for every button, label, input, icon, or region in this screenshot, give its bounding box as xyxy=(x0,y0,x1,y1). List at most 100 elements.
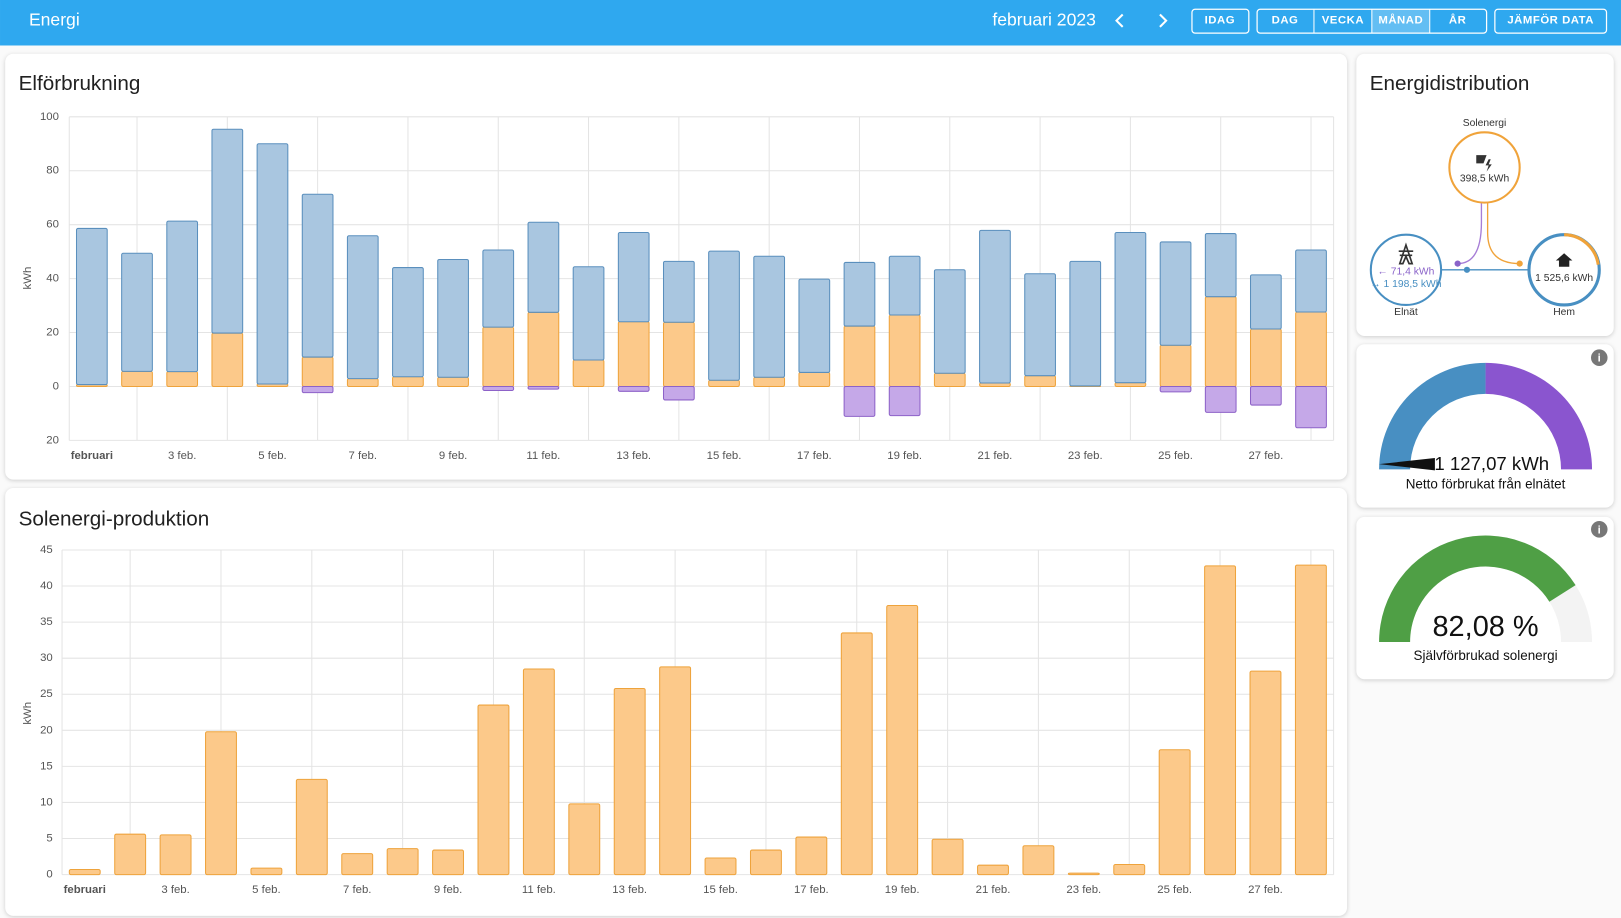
bar-segment xyxy=(386,848,419,876)
x-tick-label: 5 feb. xyxy=(252,884,280,896)
y-tick-label: 45 xyxy=(40,544,53,556)
bar-segment xyxy=(840,632,873,876)
button-label[interactable]: VECKA xyxy=(1322,15,1364,27)
chart: 0 5 10 15 20 25 30 35 40 45 februari 3 feb. 5 feb. 7 … xyxy=(40,544,1335,896)
y-tick-label: 10 xyxy=(40,796,53,808)
bar-segment xyxy=(68,869,101,876)
bar-segment xyxy=(572,359,605,387)
bar-segment xyxy=(979,229,1011,384)
info-icon[interactable] xyxy=(1591,521,1608,538)
selected-button[interactable] xyxy=(1371,9,1430,34)
bar-segment xyxy=(301,385,334,394)
button-label[interactable]: IDAG xyxy=(1205,15,1235,27)
y-axis-label: kWh xyxy=(22,702,34,725)
node-label: Hem xyxy=(1553,307,1575,318)
solar-gauge: 82,08 % Självförbrukad solenergi i xyxy=(1379,521,1608,663)
bar-segment xyxy=(888,385,921,417)
bar-segment xyxy=(1022,845,1055,876)
info-icon-glyph[interactable]: i xyxy=(1598,524,1601,536)
bar-segment xyxy=(662,385,695,401)
info-icon-glyph[interactable]: i xyxy=(1598,353,1601,365)
x-tick-label: 11 feb. xyxy=(526,450,560,462)
y-tick-label: 30 xyxy=(40,652,53,664)
y-tick-label: 15 xyxy=(40,760,53,772)
bar-segment xyxy=(1204,233,1237,298)
button-label[interactable]: MÅNAD xyxy=(1378,14,1423,27)
bar-segment xyxy=(527,385,560,390)
x-tick-label: 25 feb. xyxy=(1158,450,1193,462)
y-tick-label: 20 xyxy=(40,724,53,736)
bar-segment xyxy=(1159,385,1192,393)
flow-dot xyxy=(1463,266,1471,273)
flow-line xyxy=(1486,202,1520,265)
bar-segment xyxy=(346,235,379,380)
bar-segment xyxy=(1114,382,1147,387)
button-label[interactable]: DAG xyxy=(1272,15,1299,27)
gauge-arc xyxy=(1485,362,1593,470)
x-tick-label: 17 feb. xyxy=(794,884,829,896)
bar-segment xyxy=(1204,296,1237,387)
bar-segment xyxy=(662,260,695,323)
bar-segment xyxy=(753,376,786,387)
y-tick-label: 20 xyxy=(46,434,59,446)
bar-segment xyxy=(1249,274,1282,330)
x-tick-label: februari xyxy=(71,450,113,462)
x-tick-label: februari xyxy=(64,884,106,896)
bar-segment xyxy=(392,267,424,378)
x-tick-label: 21 feb. xyxy=(978,450,1013,462)
x-tick-label: 25 feb. xyxy=(1157,884,1192,896)
bar-segment xyxy=(1069,260,1102,387)
bar-segment xyxy=(477,704,510,876)
next-button[interactable] xyxy=(1159,13,1168,28)
flow-dot xyxy=(1454,260,1461,267)
bar-segment xyxy=(1295,311,1327,387)
bar-segment xyxy=(437,258,469,378)
y-axis-label: kWh xyxy=(22,267,34,290)
bar-segment xyxy=(659,666,692,876)
info-icon[interactable] xyxy=(1591,349,1608,366)
x-tick-label: 9 feb. xyxy=(434,884,462,896)
node-value: 398,5 kWh xyxy=(1460,174,1510,185)
bar-segment xyxy=(159,834,192,876)
home-solar-share xyxy=(1564,233,1600,265)
bar-segment xyxy=(1204,385,1237,413)
app-header xyxy=(0,0,1621,46)
node-label: Solenergi xyxy=(1463,118,1507,129)
bar-segment xyxy=(482,326,515,387)
x-tick-label: 27 feb. xyxy=(1248,884,1283,896)
x-tick-label: 7 feb. xyxy=(349,450,377,462)
bar-segment xyxy=(166,371,199,387)
bar-segment xyxy=(1295,385,1327,429)
bar-segment xyxy=(211,332,244,387)
x-tick-label: 21 feb. xyxy=(976,884,1011,896)
bar-segment xyxy=(572,266,605,361)
header-title: Energi xyxy=(29,9,80,29)
x-tick-label: 23 feb. xyxy=(1066,884,1101,896)
gauge-value: 82,08 % xyxy=(1432,611,1538,643)
node-label: Elnät xyxy=(1394,307,1418,318)
bar-segment xyxy=(295,778,328,876)
y-tick-label: 40 xyxy=(46,273,59,285)
previous-button[interactable] xyxy=(1115,13,1124,28)
bar-segment xyxy=(166,220,199,373)
y-tick-label: 35 xyxy=(40,616,53,628)
card-title: Solenergi-produktion xyxy=(19,507,210,530)
bar-segment xyxy=(250,867,283,876)
gauge-caption: Netto förbrukat från elnätet xyxy=(1406,476,1566,491)
x-tick-label: 23 feb. xyxy=(1068,450,1103,462)
compare-button[interactable] xyxy=(1494,8,1608,34)
bar-segment xyxy=(205,731,237,876)
button-label[interactable]: JÄMFÖR DATA xyxy=(1507,14,1594,27)
bar-segment xyxy=(527,221,560,313)
bar-segment xyxy=(617,385,650,392)
bar-segment xyxy=(617,231,650,323)
bar-segment xyxy=(568,803,601,876)
button-label[interactable]: ÅR xyxy=(1449,14,1466,27)
card-title: Energidistribution xyxy=(1370,72,1530,95)
bar-segment xyxy=(1249,385,1282,406)
bar-segment xyxy=(798,371,831,387)
solar-node xyxy=(1448,131,1521,204)
today-button[interactable] xyxy=(1191,8,1250,34)
bar-segment xyxy=(346,378,379,387)
